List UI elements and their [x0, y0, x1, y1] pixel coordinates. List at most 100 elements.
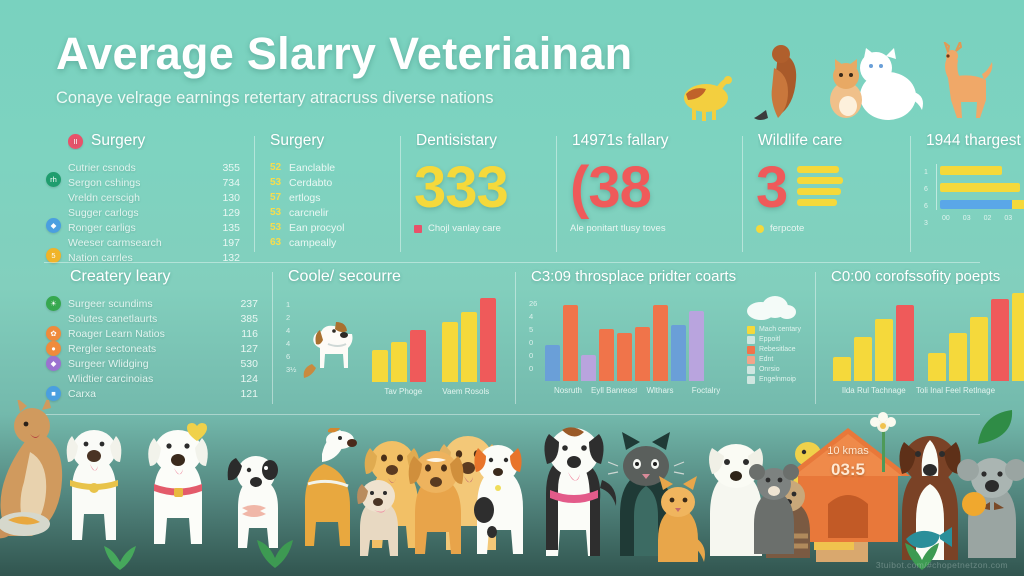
- panel-createry-leary: Createry leary ☀ ✿ ● ◆ ■ Surgeer scundim…: [44, 268, 272, 408]
- brown-terrier-illustration: [408, 451, 464, 554]
- giraffe-illustration: [684, 76, 732, 121]
- bar: [545, 345, 560, 381]
- bar: [1012, 293, 1024, 381]
- legend-entry: Onrsio: [746, 365, 801, 375]
- white-greyhound-illustration: [304, 428, 357, 546]
- panel-wildlife-care: Wildlife care 3 ferpcote: [742, 132, 910, 256]
- bar: [949, 333, 967, 381]
- list-item: Carxa 121: [68, 387, 258, 400]
- fish-decor-icon: [906, 527, 952, 548]
- jack-russell-illustration: [544, 427, 617, 556]
- panel-title: Dentisistary: [416, 132, 497, 149]
- panel-fallary: 14971s fallary (38 Ale ponitart tlusy to…: [556, 132, 742, 256]
- bar: [940, 200, 1012, 209]
- numbered-list: 52 Eanclable 53 Cerdabto 57 ertlogs 53 carcn…: [270, 160, 386, 250]
- bar: [854, 337, 872, 381]
- plant-decor-icon: [257, 540, 293, 568]
- panel-title: 14971s fallary: [572, 132, 669, 149]
- bar: [928, 353, 946, 381]
- legend-entry: Engelnmoip: [746, 375, 801, 385]
- y-axis-ticks: 26 4 5 0 0 0: [529, 299, 538, 373]
- bar: [896, 305, 914, 381]
- legend-swatch-icon: [746, 366, 755, 374]
- badge-purple-icon: ◆: [46, 356, 61, 371]
- list-item: Weeser carmsearch 197: [68, 236, 240, 249]
- header-animals: [676, 26, 1006, 122]
- hbar-chart: 1 6 6 3 00: [924, 164, 1024, 227]
- bar-row: [940, 198, 1024, 211]
- bar-group: [833, 305, 914, 381]
- bar: [599, 329, 614, 381]
- x-axis-ticks: 00 03 02 03 05 07: [942, 215, 1013, 222]
- section-divider: [44, 414, 980, 415]
- x-axis-labels: Tav Phoge Vaem Rosols: [384, 387, 490, 396]
- bar-group: [928, 293, 1024, 381]
- plant-decor-icon: [104, 546, 136, 570]
- header: Average Slarry Veteriainan Conaye velrag…: [56, 30, 976, 108]
- bar: [635, 327, 650, 381]
- bar: [410, 330, 426, 382]
- legend-entry: Ale ponitart tlusy toves: [570, 223, 666, 235]
- bar: [797, 177, 844, 184]
- bar: [563, 305, 578, 381]
- spotted-dog-illustration: [474, 445, 523, 554]
- stats-row-2: Createry leary ☀ ✿ ● ◆ ■ Surgeer scundim…: [44, 268, 1024, 408]
- dalmatian-puppy-illustration: [227, 456, 278, 548]
- chart-legend: Mach centary Eppoitl Rebesitlace Ednt On…: [746, 325, 801, 385]
- panel-title: Wildlife care: [758, 132, 843, 149]
- page-title: Average Slarry Veteriainan: [56, 28, 633, 79]
- legend-swatch-icon: [746, 376, 755, 384]
- list-item: Sugger carlogs 129: [68, 206, 240, 219]
- legend-entry: ferpcote: [756, 223, 896, 234]
- bar: [797, 166, 840, 173]
- panel-title: Surgery: [270, 132, 325, 149]
- legend-swatch-icon: [746, 356, 755, 364]
- badge-green-icon: ☀: [46, 296, 61, 311]
- doghouse-illustration: [786, 428, 910, 542]
- badge-blue-icon: ◆: [46, 218, 61, 233]
- panel-title: Createry leary: [70, 268, 171, 285]
- big-number: (38: [570, 155, 652, 220]
- mini-bars: [797, 166, 844, 206]
- list-item: Roager Learn Natios 116: [68, 327, 258, 340]
- bar: [391, 342, 407, 382]
- bar-group: [372, 330, 426, 382]
- bar: [875, 319, 893, 381]
- deer-illustration: [943, 42, 993, 118]
- bar: [581, 355, 596, 381]
- bar: [797, 199, 838, 206]
- bar: [991, 299, 1009, 381]
- bar-overlay: [1012, 200, 1024, 209]
- list-item: Cutrier csnods 355: [68, 161, 240, 174]
- panel-title: II Surgery: [68, 132, 240, 150]
- bottom-animal-band: 10 kmas 03:5: [0, 396, 1024, 576]
- legend-entry: Eppoitl: [746, 335, 801, 345]
- heart-decor-icon: [187, 423, 207, 441]
- beagle-illustration: [303, 322, 353, 378]
- legend-swatch-icon: [746, 346, 755, 354]
- legend-entry: Rebesitlace: [746, 345, 801, 355]
- cat-pair-illustration: [830, 48, 923, 120]
- vbar-multi-chart: 26 4 5 0 0 0: [529, 295, 801, 395]
- list-item: 53 Ean procyol: [270, 221, 345, 234]
- white-dog-illustration: [66, 430, 122, 540]
- panel-dentistry: Dentisistary 333 Chojl vanlay care: [400, 132, 556, 256]
- panel-corofssofity-poepts: C0:00 corofssofity poepts: [815, 268, 1024, 408]
- bars-container: [833, 293, 1024, 381]
- doghouse-time: 03:5: [830, 459, 866, 479]
- list-item: Nation carrles 132: [68, 251, 240, 264]
- white-labrador-illustration: [148, 430, 208, 544]
- badge-blue-icon: ■: [46, 386, 61, 401]
- bars-container: [372, 298, 497, 382]
- badge-green-icon: rh: [46, 172, 61, 187]
- list-item: 53 Cerdabto: [270, 176, 333, 189]
- panel-title: C0:00 corofssofity poepts: [831, 268, 1001, 285]
- list-item: 63 campeally: [270, 236, 337, 249]
- stats-row-1: II Surgery rh ◆ 5 Cutrier csnods 355 Serg…: [44, 132, 1024, 264]
- beige-puppy-illustration: [357, 480, 398, 556]
- panel-title: C3:09 throsplace pridter coarts: [531, 268, 737, 285]
- bar: [617, 333, 632, 381]
- panel-surgery-numlist: Surgery 52 Eanclable 53 Cerdabto 57 ertlogs…: [254, 132, 400, 256]
- leaf-decor-icon: [978, 410, 1013, 444]
- bar-row: [940, 164, 1024, 177]
